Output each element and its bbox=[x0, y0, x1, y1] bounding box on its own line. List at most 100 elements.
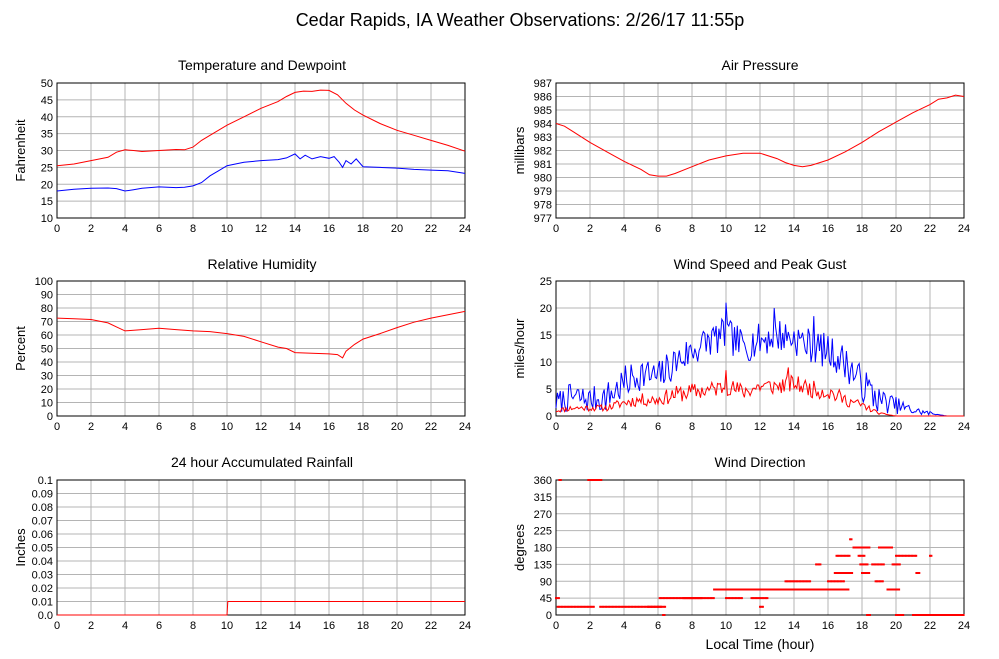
direction-point bbox=[729, 597, 732, 600]
y-tick-label: 980 bbox=[534, 173, 552, 185]
x-tick-label: 6 bbox=[156, 223, 162, 235]
direction-point bbox=[841, 580, 844, 583]
x-tick-label: 16 bbox=[323, 620, 335, 632]
direction-point bbox=[662, 614, 665, 616]
direction-point bbox=[833, 588, 835, 591]
direction-point bbox=[800, 588, 803, 591]
direction-point bbox=[898, 563, 901, 566]
direction-point bbox=[804, 588, 807, 591]
direction-point bbox=[935, 614, 938, 616]
direction-point bbox=[663, 614, 666, 616]
y-tick-label: 986 bbox=[534, 92, 552, 104]
direction-point bbox=[862, 546, 865, 549]
direction-point bbox=[644, 605, 646, 608]
direction-point bbox=[806, 580, 809, 583]
direction-point bbox=[861, 572, 863, 574]
direction-point bbox=[824, 588, 827, 591]
x-tick-label: 6 bbox=[156, 620, 162, 632]
x-tick-label: 16 bbox=[822, 223, 834, 235]
direction-point bbox=[859, 546, 862, 549]
direction-point bbox=[591, 605, 594, 608]
direction-point bbox=[945, 614, 948, 616]
direction-point bbox=[733, 588, 736, 591]
y-tick-label: 135 bbox=[534, 559, 552, 571]
x-tick-label: 18 bbox=[357, 223, 369, 235]
direction-point bbox=[656, 605, 659, 608]
y-tick-label: 50 bbox=[41, 78, 53, 90]
direction-point bbox=[889, 546, 892, 549]
y-tick-label: 987 bbox=[534, 78, 552, 90]
y-tick-label: 80 bbox=[41, 303, 53, 315]
direction-point bbox=[623, 605, 626, 608]
direction-point bbox=[751, 597, 754, 600]
direction-point bbox=[639, 605, 642, 608]
y-tick-label: 0.07 bbox=[32, 516, 53, 528]
direction-point bbox=[660, 597, 663, 600]
direction-point bbox=[689, 597, 692, 600]
direction-point bbox=[723, 588, 726, 591]
direction-point bbox=[574, 605, 576, 608]
x-tick-label: 10 bbox=[221, 620, 233, 632]
panel-title-temperature: Temperature and Dewpoint bbox=[178, 57, 346, 73]
direction-point bbox=[871, 563, 874, 566]
direction-point bbox=[760, 605, 763, 608]
direction-point bbox=[569, 605, 572, 608]
direction-point bbox=[589, 605, 592, 608]
series-line-temp-0 bbox=[56, 89, 466, 167]
plot-wind: 0 2 4 6 8 10 12 14 16 18 20 22 240510152025miles/hou… bbox=[512, 276, 970, 433]
x-tick-label: 12 bbox=[754, 223, 766, 235]
x-tick-label: 20 bbox=[391, 421, 403, 433]
direction-point bbox=[558, 479, 561, 481]
direction-point bbox=[879, 546, 882, 549]
direction-point bbox=[755, 588, 758, 591]
direction-point bbox=[881, 563, 884, 566]
x-tick-label: 2 bbox=[587, 421, 593, 433]
direction-point bbox=[808, 588, 811, 591]
direction-point bbox=[900, 554, 903, 557]
direction-point bbox=[795, 588, 798, 591]
direction-point bbox=[726, 597, 729, 600]
direction-point bbox=[568, 605, 571, 608]
direction-point bbox=[628, 605, 631, 608]
direction-point bbox=[593, 479, 596, 481]
direction-point bbox=[704, 597, 707, 600]
direction-point bbox=[788, 588, 791, 591]
direction-point bbox=[597, 479, 600, 481]
direction-point bbox=[866, 614, 869, 616]
direction-point bbox=[631, 605, 633, 608]
direction-point bbox=[659, 605, 662, 608]
y-axis-label-dir: degrees bbox=[512, 524, 527, 571]
x-tick-label: 0 bbox=[54, 421, 60, 433]
direction-point bbox=[894, 563, 897, 566]
direction-point bbox=[787, 580, 790, 583]
direction-point bbox=[555, 597, 557, 600]
x-tick-label: 18 bbox=[357, 620, 369, 632]
direction-point bbox=[929, 554, 931, 557]
x-tick-label: 20 bbox=[391, 620, 403, 632]
direction-point bbox=[875, 563, 878, 566]
direction-point bbox=[718, 588, 721, 591]
direction-point bbox=[830, 588, 833, 591]
direction-point bbox=[868, 546, 871, 549]
x-tick-label: 6 bbox=[655, 620, 661, 632]
direction-point bbox=[599, 605, 602, 608]
y-tick-label: 35 bbox=[41, 129, 53, 141]
direction-point bbox=[799, 580, 801, 583]
x-tick-label: 4 bbox=[621, 620, 627, 632]
direction-point bbox=[646, 605, 649, 608]
direction-point bbox=[760, 597, 763, 600]
direction-point bbox=[676, 597, 678, 600]
x-tick-label: 4 bbox=[122, 223, 128, 235]
direction-point bbox=[636, 605, 639, 608]
y-tick-label: 15 bbox=[540, 330, 552, 342]
y-tick-label: 45 bbox=[540, 593, 552, 605]
direction-point bbox=[789, 588, 792, 591]
direction-point bbox=[834, 588, 837, 591]
direction-point bbox=[841, 572, 843, 574]
direction-point bbox=[860, 563, 863, 566]
direction-point bbox=[930, 554, 933, 557]
direction-point bbox=[796, 580, 799, 583]
direction-point bbox=[836, 572, 839, 574]
direction-point bbox=[843, 588, 846, 591]
y-tick-label: 0 bbox=[47, 411, 53, 423]
